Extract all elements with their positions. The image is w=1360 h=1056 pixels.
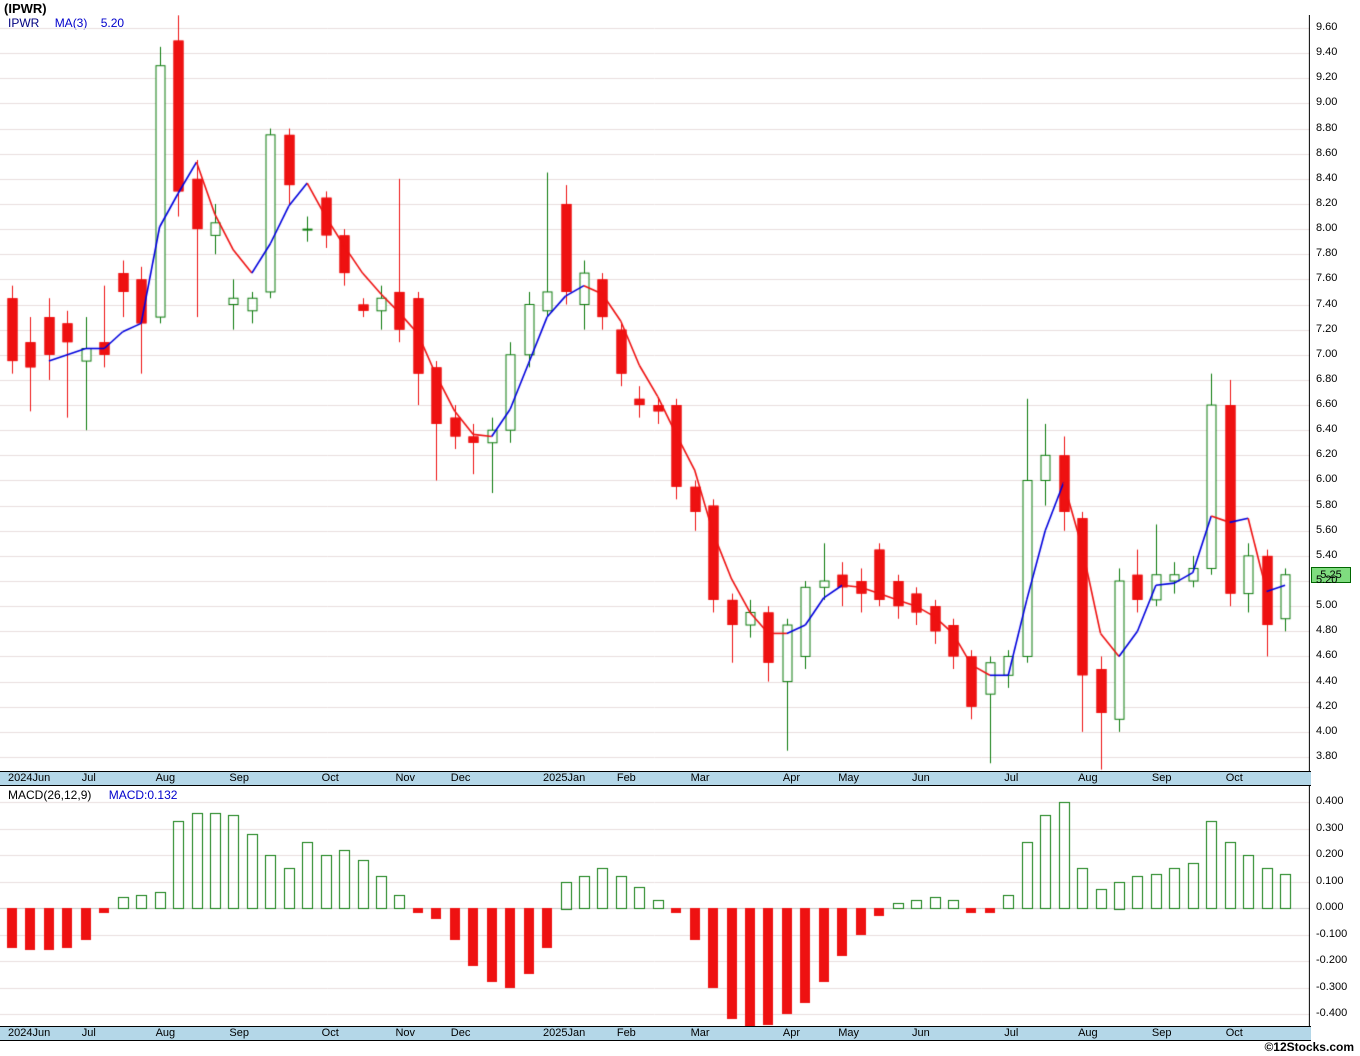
macd-axis-label: 0.200 [1316,848,1344,860]
price-axis-label: 4.80 [1316,624,1338,637]
month-label: Oct [1225,772,1243,784]
month-label: Aug [1078,1027,1098,1039]
chart-title: (IPWR) [4,1,47,16]
month-label: Sep [229,772,249,784]
month-label: Sep [229,1027,249,1039]
macd-axis-label: 0.300 [1316,821,1344,834]
month-label: Mar [690,772,710,784]
macd-histogram-canvas [0,786,1310,1026]
price-axis-label: 8.00 [1316,222,1338,235]
price-axis-label: 6.60 [1316,398,1338,411]
price-axis-label: 8.60 [1316,146,1338,159]
price-axis-label: 4.20 [1316,699,1338,712]
month-label: Oct [1225,1027,1243,1039]
month-label: 2025Jan [543,1027,586,1039]
x-axis-band-price: 2024Jun Jul Aug Sep Oct Nov Dec 2025Jan Feb Mar Ap… [0,771,1311,786]
price-axis-label: 7.00 [1316,347,1338,360]
month-label: Jul [81,772,96,784]
price-axis-label: 3.80 [1316,750,1338,762]
price-axis-label: 7.80 [1316,247,1338,260]
price-axis-label: 6.40 [1316,423,1338,436]
month-label: Jun [912,1027,930,1039]
price-axis-label: 7.20 [1316,322,1338,335]
price-axis-label: 9.40 [1316,46,1338,59]
price-axis-label: 8.40 [1316,171,1338,184]
month-label: May [838,772,860,784]
x-axis-band-macd: 2024Jun Jul Aug Sep Oct Nov Dec 2025Jan Feb Mar Ap… [0,1026,1311,1041]
price-axis-label: 8.80 [1316,121,1338,134]
price-candlestick-canvas [0,15,1310,771]
month-label: Jul [81,1027,96,1039]
month-label: Jul [1004,1027,1019,1039]
month-label: May [838,1027,860,1039]
month-label: Apr [782,1027,801,1039]
month-label: Dec [450,1027,471,1039]
month-label: Jun [912,772,930,784]
month-label: Dec [450,772,471,784]
macd-axis-label: -0.100 [1316,927,1348,940]
macd-axis-label: 0.400 [1316,795,1344,807]
price-axis-label: 9.20 [1316,71,1338,84]
month-label: 2024Jun [8,1027,51,1039]
price-axis-label: 5.00 [1316,599,1338,612]
price-axis-label: 4.60 [1316,649,1338,662]
price-axis-label: 6.00 [1316,473,1338,486]
price-axis-label: 4.40 [1316,674,1338,687]
month-label: Oct [321,772,339,784]
month-label: Sep [1151,772,1172,784]
price-axis-label: 4.00 [1316,724,1338,737]
macd-axis-label: -0.400 [1316,1007,1348,1019]
month-label: Aug [155,1027,176,1039]
macd-axis-label: -0.200 [1316,954,1348,966]
price-axis-label: 9.00 [1316,96,1338,109]
month-label: Apr [782,772,801,784]
macd-axis-label: -0.300 [1316,980,1348,993]
month-label: Nov [395,1027,415,1039]
price-axis-label: 8.20 [1316,196,1338,209]
month-label: Jul [1004,772,1019,784]
month-label: Nov [395,772,415,784]
price-axis-label: 6.20 [1316,448,1338,461]
price-axis-label: 5.60 [1316,523,1338,536]
price-axis-label: 7.40 [1316,297,1338,310]
price-axis-label: 9.60 [1316,21,1338,33]
month-label: Feb [616,772,636,784]
watermark-credit: ©12Stocks.com [1264,1040,1354,1054]
month-label: Mar [690,1027,710,1039]
month-label: Feb [616,1027,636,1039]
price-axis-label: 5.40 [1316,548,1338,561]
last-price-badge: 5.25 [1311,567,1351,583]
macd-axis-label: 0.100 [1316,874,1344,887]
month-label: 2025Jan [543,772,586,784]
month-label: Sep [1151,1027,1172,1039]
price-axis-label: 5.80 [1316,498,1338,511]
month-label: Oct [321,1027,339,1039]
price-axis-label: 7.60 [1316,272,1338,285]
macd-axis-label: 0.000 [1316,901,1344,913]
price-axis-label: 6.80 [1316,372,1338,385]
month-label: 2024Jun [8,772,51,784]
month-label: Aug [1078,772,1098,784]
month-label: Aug [155,772,176,784]
